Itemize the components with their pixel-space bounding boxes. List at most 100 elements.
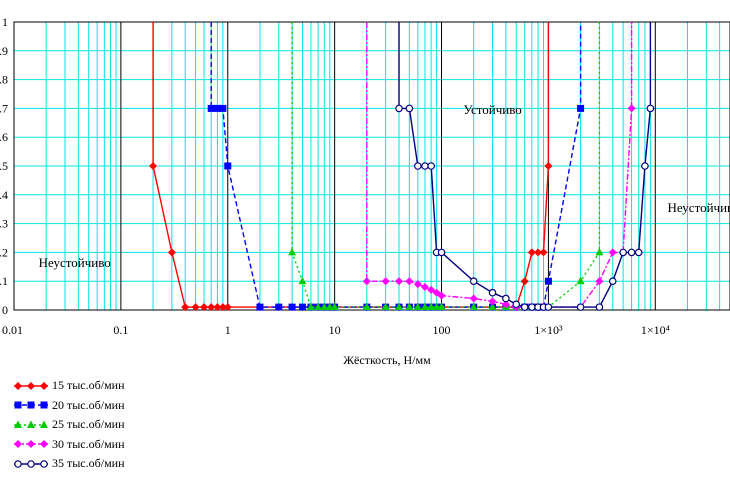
legend-label: 15 тыс.об/мин (52, 378, 125, 393)
data-point (544, 303, 553, 311)
legend-marker (40, 420, 48, 428)
data-point (502, 294, 510, 303)
data-point (213, 104, 221, 112)
x-tick-label: 0.1 (113, 323, 128, 337)
series-layer (149, 22, 655, 312)
data-point (520, 303, 529, 311)
legend-item: 20 тыс.об/мин (14, 396, 125, 416)
y-tick-label: 1 (2, 15, 8, 29)
data-point (544, 162, 553, 170)
data-point (413, 280, 422, 289)
x-tick-label: 100 (433, 323, 451, 337)
legend-swatch (14, 459, 48, 468)
legend-marker (27, 420, 35, 428)
legend-marker (14, 381, 22, 390)
y-tick-label: .4 (0, 188, 8, 202)
data-point (539, 248, 548, 257)
legend-label: 35 тыс.об/мин (52, 456, 125, 471)
data-point (608, 248, 617, 257)
data-point (207, 104, 215, 112)
data-point (395, 104, 403, 113)
data-point (627, 248, 636, 257)
legend-item: 30 тыс.об/мин (14, 435, 125, 455)
data-point (469, 277, 478, 286)
y-tick-label: .2 (0, 245, 8, 259)
data-point (298, 303, 306, 311)
y-tick-label: .1 (0, 274, 8, 288)
data-point (619, 248, 627, 257)
data-point (634, 248, 643, 257)
data-point (437, 248, 446, 257)
grid-minor (14, 22, 730, 310)
data-point (527, 248, 536, 257)
data-point (427, 162, 435, 170)
y-tick-label: .6 (0, 130, 8, 144)
data-point (512, 300, 521, 309)
x-tick-label: 10 (329, 323, 341, 337)
data-point (224, 162, 232, 170)
data-point (223, 303, 232, 312)
x-tick-labels: 0.01 0.1 1 10 100 1×10³ 1×10⁴ (2, 323, 670, 337)
legend-label: 25 тыс.об/мин (52, 417, 125, 432)
data-point (394, 277, 403, 286)
data-point (298, 276, 307, 285)
y-tick-label: .3 (0, 217, 8, 231)
series-4 (362, 22, 636, 312)
legend-marker (40, 440, 48, 449)
data-point (595, 303, 604, 311)
legend-marker (27, 440, 35, 449)
data-point (405, 104, 414, 113)
data-point (437, 302, 446, 311)
data-point (520, 277, 529, 286)
data-point (167, 248, 176, 257)
y-tick-label: .9 (0, 44, 8, 58)
data-point (405, 277, 414, 286)
y-tick-label: .7 (0, 101, 8, 115)
data-point (646, 104, 655, 113)
data-point (275, 303, 283, 311)
legend-marker (27, 381, 35, 390)
legend-item: 15 тыс.об/мин (14, 376, 125, 396)
series-line (152, 22, 550, 308)
data-point (213, 303, 222, 312)
annotations: Неустойчиво Устойчиво Неустойчиво (39, 102, 730, 270)
legend-marker (14, 401, 22, 409)
data-point (362, 277, 371, 286)
legend-item: 25 тыс.об/мин (14, 415, 125, 435)
region-annotation: Неустойчиво (39, 255, 111, 270)
data-point (488, 297, 497, 306)
legend-marker (27, 401, 35, 409)
data-point (501, 300, 510, 309)
y-tick-label: .5 (0, 159, 8, 173)
legend-swatch (14, 440, 48, 449)
y-tick-labels: 0 .1 .2 .3 .4 .5 .6 .7 .8 .9 1 (0, 15, 8, 317)
legend-label: 20 тыс.об/мин (52, 397, 125, 412)
data-point (544, 277, 552, 285)
x-tick-label: 1 (225, 323, 231, 337)
data-point (219, 104, 227, 112)
data-point (534, 248, 543, 257)
data-point (191, 303, 200, 312)
legend-marker (27, 459, 35, 468)
data-point (421, 162, 429, 170)
legend-item: 35 тыс.об/мин (14, 454, 125, 474)
data-point (330, 302, 339, 311)
series-1 (149, 22, 553, 312)
data-point (288, 303, 296, 311)
data-point (405, 302, 414, 311)
region-annotation: Неустойчиво (667, 200, 730, 215)
data-point (437, 291, 446, 300)
data-point (413, 302, 422, 311)
data-point (608, 277, 617, 286)
data-point (576, 276, 585, 285)
legend-swatch (14, 381, 48, 390)
data-point (362, 302, 371, 311)
data-point (641, 162, 649, 170)
series-line (366, 22, 633, 308)
data-point (414, 162, 422, 170)
data-point (595, 277, 604, 286)
data-point (469, 302, 478, 311)
data-point (427, 285, 436, 294)
plot-frame (13, 21, 730, 311)
